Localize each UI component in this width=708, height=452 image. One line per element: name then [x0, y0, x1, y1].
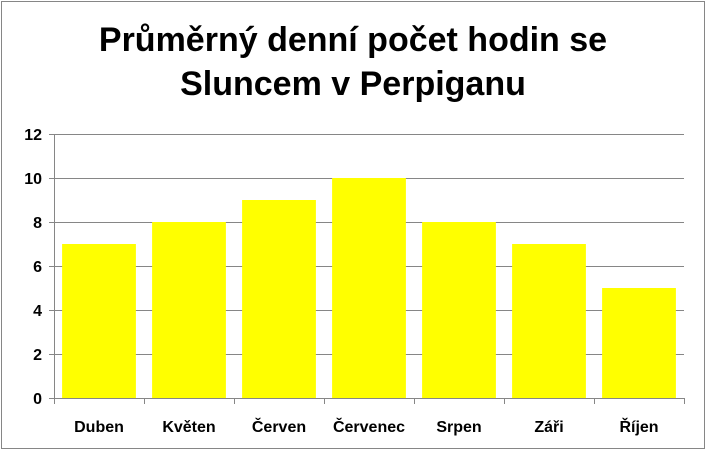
bar-4 — [422, 222, 496, 398]
y-tick-label-2: 4 — [33, 303, 42, 320]
category-label-1: Květen — [162, 419, 215, 436]
category-label-0: Duben — [74, 419, 124, 436]
y-tick-label-1: 2 — [33, 347, 42, 364]
bar-3 — [332, 178, 406, 398]
y-tick-label-6: 12 — [24, 127, 42, 144]
y-tick-labels: 0 2 4 6 8 10 12 — [24, 127, 42, 408]
bar-6 — [602, 288, 676, 398]
y-tick-label-5: 10 — [24, 171, 42, 188]
category-label-3: Červenec — [333, 417, 405, 436]
category-label-2: Červen — [252, 417, 306, 436]
bar-1 — [152, 222, 226, 398]
category-label-4: Srpen — [436, 419, 481, 436]
bar-0 — [62, 244, 136, 398]
chart-title: Průměrný denní počet hodin se Sluncem v … — [0, 18, 706, 106]
chart-title-line-1: Průměrný denní počet hodin se — [98, 21, 608, 59]
x-tick-marks — [54, 398, 685, 404]
axes — [49, 134, 684, 399]
bar-5 — [512, 244, 586, 398]
category-labels: Duben Květen Červen Červenec Srpen Záři Říjen — [74, 417, 658, 436]
category-label-6: Říjen — [619, 417, 658, 436]
y-tick-label-0: 0 — [33, 391, 42, 408]
category-label-5: Záři — [534, 419, 563, 436]
bar-2 — [242, 200, 316, 398]
y-tick-label-4: 8 — [33, 215, 42, 232]
y-tick-label-3: 6 — [33, 259, 42, 276]
chart-title-line-2: Sluncem v Perpiganu — [180, 65, 526, 103]
bars — [62, 178, 676, 398]
